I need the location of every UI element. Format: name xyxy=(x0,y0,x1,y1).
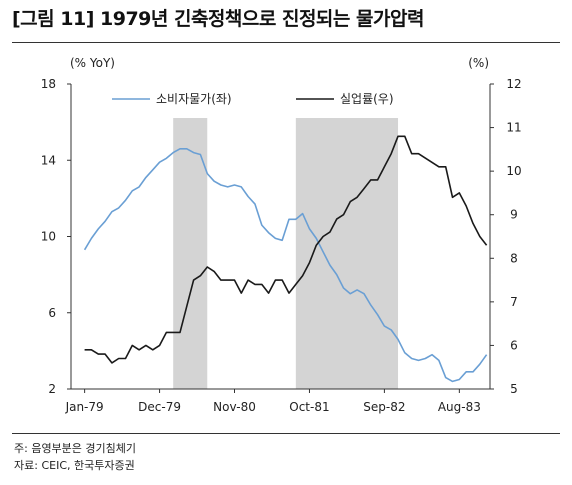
shading-note: 주: 음영부분은 경기침체기 xyxy=(14,442,137,455)
right-tick-label: 7 xyxy=(510,295,518,309)
x-tick-label: Dec-79 xyxy=(138,400,181,414)
recession-shade-2 xyxy=(295,118,399,389)
legend-label-cpi: 소비자물가(좌) xyxy=(156,92,232,106)
right-tick-label: 5 xyxy=(510,382,518,396)
cpi-line xyxy=(83,148,488,383)
unemployment-line xyxy=(84,135,488,364)
left-tick-label: 14 xyxy=(41,153,56,167)
plot-frame xyxy=(70,84,491,390)
series-lines xyxy=(83,135,488,383)
right-tick-label: 10 xyxy=(506,164,521,178)
recession-shade-1 xyxy=(173,118,208,389)
dual-axis-line-chart: Jan-79 Dec-79 Nov-80 Oct-81 Sep-82 Aug-83 2 6 1… xyxy=(41,56,522,414)
x-tick-label: Sep-82 xyxy=(363,400,405,414)
right-tick-label: 12 xyxy=(506,77,521,91)
footer-divider xyxy=(12,433,560,434)
legend-label-unemployment: 실업률(우) xyxy=(340,92,394,106)
shaded-periods xyxy=(173,118,399,389)
x-tick-label: Jan-79 xyxy=(65,400,104,414)
source-note: 자료: CEIC, 한국투자증권 xyxy=(14,459,135,472)
left-tick-label: 10 xyxy=(41,230,56,244)
right-ticks: 5 6 7 8 9 10 11 12 xyxy=(490,77,522,396)
right-tick-label: 8 xyxy=(510,251,518,265)
chart-title: [그림 11] 1979년 긴축정책으로 진정되는 물가압력 xyxy=(12,8,424,30)
left-tick-label: 2 xyxy=(48,382,56,396)
title-divider xyxy=(12,42,560,43)
x-tick-label: Oct-81 xyxy=(289,400,329,414)
legend: 소비자물가(좌) 실업률(우) xyxy=(112,92,394,106)
x-tick-label: Aug-83 xyxy=(438,400,481,414)
left-ticks: 2 6 10 14 18 xyxy=(41,77,71,396)
left-tick-label: 6 xyxy=(48,306,56,320)
right-tick-label: 11 xyxy=(506,121,521,135)
chart-notes: 주: 음영부분은 경기침체기 자료: CEIC, 한국투자증권 xyxy=(14,440,136,474)
right-tick-label: 6 xyxy=(510,338,518,352)
left-axis-unit: (% YoY) xyxy=(70,56,115,70)
x-ticks: Jan-79 Dec-79 Nov-80 Oct-81 Sep-82 Aug-83 xyxy=(65,389,481,414)
right-axis-unit: (%) xyxy=(468,56,489,70)
left-tick-label: 18 xyxy=(41,77,56,91)
right-tick-label: 9 xyxy=(510,208,518,222)
x-tick-label: Nov-80 xyxy=(213,400,256,414)
